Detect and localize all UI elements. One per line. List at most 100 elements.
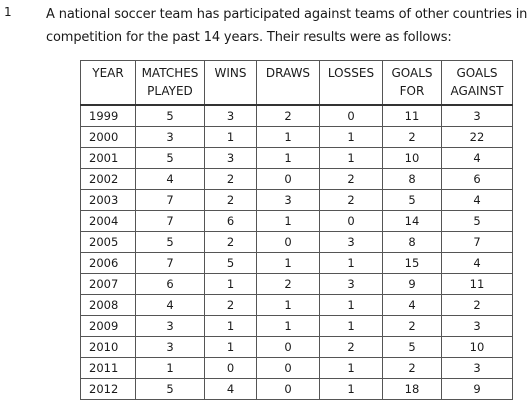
cell-matches-played: 7	[135, 210, 205, 232]
question-text: A national soccer team has participated …	[46, 3, 532, 49]
cell-goals-against: 4	[441, 189, 513, 211]
cell-year: 2003	[80, 189, 136, 211]
results-table: YEAR MATCHES PLAYED WINS DRAWS LOSSES GOA…	[80, 60, 513, 400]
cell-year: 2010	[80, 336, 136, 358]
cell-goals-against: 4	[441, 252, 513, 274]
cell-matches-played: 3	[135, 126, 205, 148]
cell-matches-played: 5	[135, 104, 205, 127]
cell-year: 1999	[80, 104, 136, 127]
cell-goals-against: 7	[441, 231, 513, 253]
cell-matches-played: 6	[135, 273, 205, 295]
cell-goals-for: 11	[382, 104, 442, 127]
cell-goals-against: 11	[441, 273, 513, 295]
cell-losses: 2	[319, 189, 383, 211]
cell-losses: 3	[319, 231, 383, 253]
cell-year: 2000	[80, 126, 136, 148]
cell-goals-for: 4	[382, 294, 442, 316]
question-number: 1	[4, 5, 12, 19]
header-draws: DRAWS	[256, 60, 320, 106]
table-row: 1999 5 3 2 0 11 3	[80, 104, 513, 127]
cell-year: 2012	[80, 378, 136, 400]
cell-year: 2002	[80, 168, 136, 190]
cell-year: 2006	[80, 252, 136, 274]
table-row: 2009 3 1 1 1 2 3	[80, 315, 513, 337]
cell-goals-for: 2	[382, 357, 442, 379]
cell-goals-for: 5	[382, 189, 442, 211]
cell-goals-against: 2	[441, 294, 513, 316]
table-row: 2002 4 2 0 2 8 6	[80, 168, 513, 190]
header-wins-label: WINS	[214, 66, 247, 80]
cell-losses: 1	[319, 252, 383, 274]
table-row: 2006 7 5 1 1 15 4	[80, 252, 513, 274]
cell-goals-against: 3	[441, 104, 513, 127]
cell-matches-played: 5	[135, 378, 205, 400]
cell-year: 2011	[80, 357, 136, 379]
cell-goals-against: 6	[441, 168, 513, 190]
cell-losses: 1	[319, 315, 383, 337]
cell-goals-against: 10	[441, 336, 513, 358]
question-text-line-1: A national soccer team has participated …	[46, 7, 532, 22]
cell-losses: 2	[319, 336, 383, 358]
cell-goals-against: 3	[441, 315, 513, 337]
cell-draws: 1	[256, 315, 320, 337]
table-row: 2008 4 2 1 1 4 2	[80, 294, 513, 316]
question-text-line-2: competition for the past 14 years. Their…	[46, 30, 452, 45]
table-row: 2004 7 6 1 0 14 5	[80, 210, 513, 232]
cell-matches-played: 3	[135, 315, 205, 337]
cell-draws: 1	[256, 252, 320, 274]
cell-matches-played: 7	[135, 252, 205, 274]
cell-draws: 2	[256, 273, 320, 295]
cell-losses: 1	[319, 357, 383, 379]
header-year-label: YEAR	[92, 66, 124, 80]
cell-losses: 2	[319, 168, 383, 190]
cell-year: 2008	[80, 294, 136, 316]
header-losses: LOSSES	[319, 60, 383, 106]
cell-wins: 5	[204, 252, 257, 274]
header-goals-for: GOALS FOR	[382, 60, 442, 106]
cell-goals-for: 5	[382, 336, 442, 358]
table-row: 2012 5 4 0 1 18 9	[80, 378, 513, 400]
header-matches-line-2: PLAYED	[147, 84, 193, 98]
cell-wins: 1	[204, 315, 257, 337]
cell-goals-against: 3	[441, 357, 513, 379]
header-goals-for-line-1: GOALS	[391, 66, 433, 80]
header-matches-played: MATCHES PLAYED	[135, 60, 205, 106]
header-goals-for-line-2: FOR	[399, 84, 425, 98]
table-row: 2010 3 1 0 2 5 10	[80, 336, 513, 358]
cell-draws: 1	[256, 147, 320, 169]
cell-draws: 0	[256, 357, 320, 379]
cell-goals-against: 9	[441, 378, 513, 400]
cell-losses: 3	[319, 273, 383, 295]
cell-goals-for: 10	[382, 147, 442, 169]
cell-losses: 1	[319, 294, 383, 316]
cell-wins: 2	[204, 294, 257, 316]
cell-matches-played: 4	[135, 168, 205, 190]
table-header-row: YEAR MATCHES PLAYED WINS DRAWS LOSSES GOA…	[80, 60, 513, 106]
cell-draws: 1	[256, 126, 320, 148]
cell-draws: 0	[256, 231, 320, 253]
table-row: 2011 1 0 0 1 2 3	[80, 357, 513, 379]
cell-year: 2005	[80, 231, 136, 253]
cell-year: 2009	[80, 315, 136, 337]
cell-draws: 0	[256, 336, 320, 358]
cell-matches-played: 5	[135, 231, 205, 253]
table-row: 2001 5 3 1 1 10 4	[80, 147, 513, 169]
cell-year: 2001	[80, 147, 136, 169]
cell-goals-against: 22	[441, 126, 513, 148]
cell-draws: 0	[256, 168, 320, 190]
cell-goals-for: 15	[382, 252, 442, 274]
results-table-body: 1999 5 3 2 0 11 3 2000 3 1 1 1 2 22 2001 5 3 1 1 10 4 2002 4 2 0…	[80, 104, 513, 400]
header-draws-label: DRAWS	[265, 66, 311, 80]
cell-matches-played: 3	[135, 336, 205, 358]
header-wins: WINS	[204, 60, 257, 106]
cell-losses: 0	[319, 104, 383, 127]
cell-matches-played: 5	[135, 147, 205, 169]
cell-matches-played: 7	[135, 189, 205, 211]
table-row: 2007 6 1 2 3 9 11	[80, 273, 513, 295]
cell-draws: 1	[256, 210, 320, 232]
header-goals-against-line-2: AGAINST	[450, 84, 504, 98]
cell-draws: 2	[256, 104, 320, 127]
cell-wins: 2	[204, 231, 257, 253]
cell-wins: 1	[204, 336, 257, 358]
cell-goals-for: 2	[382, 315, 442, 337]
